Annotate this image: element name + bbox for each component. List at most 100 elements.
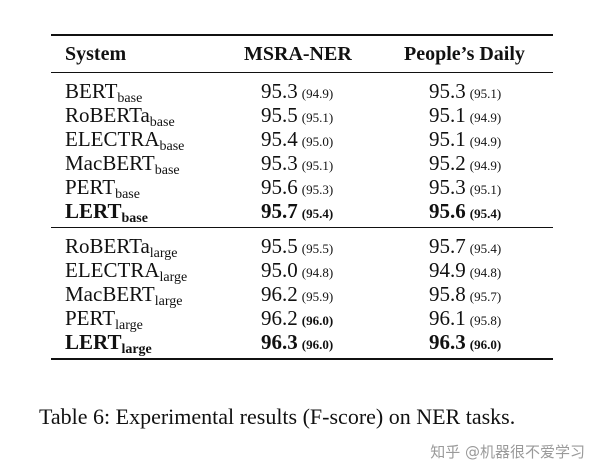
best-score: 95.1 — [429, 103, 466, 127]
model-name: LERT — [65, 199, 122, 223]
best-score: 96.2 — [261, 282, 298, 306]
peoples-daily-score: 95.7 (95.4) — [429, 234, 501, 261]
watermark: 知乎 @机器很不爱学习 — [430, 443, 585, 461]
system-name: LERTbase — [65, 199, 148, 231]
best-score: 96.2 — [261, 306, 298, 330]
average-score: (96.0) — [301, 337, 334, 352]
msra-ner-score: 95.5 (95.1) — [261, 103, 333, 130]
best-score: 95.4 — [261, 127, 298, 151]
system-name: LERTlarge — [65, 330, 152, 362]
average-score: (95.4) — [469, 241, 502, 256]
base-models-group: BERTbase 95.3 (94.9) 95.3 (95.1) RoBERTabase 9… — [51, 73, 553, 227]
table-row: MacBERTlarge 96.2 (95.9) 95.8 (95.7) — [51, 282, 553, 309]
model-size: large — [115, 318, 143, 333]
average-score: (95.5) — [301, 241, 334, 256]
average-score: (95.8) — [469, 313, 502, 328]
best-score: 95.2 — [429, 151, 466, 175]
model-name: ELECTRA — [65, 258, 160, 282]
best-score: 94.9 — [429, 258, 466, 282]
average-score: (94.9) — [469, 134, 502, 149]
best-score: 95.1 — [429, 127, 466, 151]
average-score: (95.1) — [469, 182, 502, 197]
header-peoples-daily: People’s Daily — [404, 43, 525, 65]
header-msra-ner: MSRA-NER — [244, 43, 352, 65]
table-caption: Table 6: Experimental results (F-score) … — [39, 404, 516, 429]
model-size: base — [149, 115, 175, 130]
model-size: base — [121, 211, 148, 226]
average-score: (96.0) — [469, 337, 502, 352]
average-score: (95.4) — [301, 206, 334, 221]
average-score: (96.0) — [301, 313, 334, 328]
model-size: large — [149, 246, 178, 261]
peoples-daily-score: 95.2 (94.9) — [429, 151, 501, 178]
system-name: ELECTRAbase — [65, 127, 184, 159]
msra-ner-score: 96.3 (96.0) — [261, 330, 333, 357]
best-score: 96.3 — [429, 330, 466, 354]
average-score: (94.9) — [301, 86, 334, 101]
table-row: RoBERTabase 95.5 (95.1) 95.1 (94.9) — [51, 103, 553, 130]
best-score: 95.8 — [429, 282, 466, 306]
system-name: MacBERTbase — [65, 151, 180, 183]
results-table: System MSRA-NER People’s Daily BERTbase 9… — [51, 34, 553, 360]
msra-ner-score: 95.7 (95.4) — [261, 199, 333, 226]
best-score: 96.1 — [429, 306, 466, 330]
average-score: (94.9) — [469, 110, 502, 125]
msra-ner-score: 95.6 (95.3) — [261, 175, 333, 202]
average-score: (95.1) — [301, 110, 334, 125]
peoples-daily-score: 95.3 (95.1) — [429, 79, 501, 106]
bottom-rule — [51, 358, 553, 360]
table-row: ELECTRAbase 95.4 (95.0) 95.1 (94.9) — [51, 127, 553, 154]
msra-ner-score: 96.2 (96.0) — [261, 306, 333, 333]
table-row: ELECTRAlarge 95.0 (94.8) 94.9 (94.8) — [51, 258, 553, 285]
model-name: LERT — [65, 330, 122, 354]
msra-ner-score: 95.4 (95.0) — [261, 127, 333, 154]
best-score: 95.3 — [261, 151, 298, 175]
msra-ner-score: 95.0 (94.8) — [261, 258, 333, 285]
best-score: 95.5 — [261, 103, 298, 127]
average-score: (94.8) — [301, 265, 334, 280]
model-size: base — [159, 139, 185, 154]
system-name: ELECTRAlarge — [65, 258, 187, 290]
model-name: PERT — [65, 306, 116, 330]
table-row: LERTlarge 96.3 (96.0) 96.3 (96.0) — [51, 330, 553, 357]
system-name: RoBERTalarge — [65, 234, 178, 266]
large-models-group: RoBERTalarge 95.5 (95.5) 95.7 (95.4) ELECTRAl… — [51, 228, 553, 358]
peoples-daily-score: 95.1 (94.9) — [429, 103, 501, 130]
best-score: 95.7 — [429, 234, 466, 258]
peoples-daily-score: 95.3 (95.1) — [429, 175, 501, 202]
peoples-daily-score: 95.6 (95.4) — [429, 199, 501, 226]
group-divider-rule — [51, 227, 553, 228]
model-name: BERT — [65, 79, 118, 103]
system-name: MacBERTlarge — [65, 282, 182, 314]
table-row: BERTbase 95.3 (94.9) 95.3 (95.1) — [51, 79, 553, 106]
header-system: System — [65, 43, 127, 65]
best-score: 95.6 — [261, 175, 298, 199]
average-score: (94.9) — [469, 158, 502, 173]
table-row: MacBERTbase 95.3 (95.1) 95.2 (94.9) — [51, 151, 553, 178]
average-score: (95.1) — [301, 158, 334, 173]
system-name: BERTbase — [65, 79, 142, 111]
average-score: (95.1) — [469, 86, 502, 101]
model-size: base — [154, 163, 180, 178]
model-name: RoBERTa — [65, 234, 150, 258]
model-name: MacBERT — [65, 151, 155, 175]
peoples-daily-score: 96.3 (96.0) — [429, 330, 501, 357]
model-name: ELECTRA — [65, 127, 160, 151]
average-score: (95.0) — [301, 134, 334, 149]
model-size: large — [121, 342, 152, 357]
system-name: PERTbase — [65, 175, 140, 207]
best-score: 95.6 — [429, 199, 466, 223]
average-score: (95.4) — [469, 206, 502, 221]
average-score: (95.7) — [469, 289, 502, 304]
best-score: 95.3 — [261, 79, 298, 103]
peoples-daily-score: 94.9 (94.8) — [429, 258, 501, 285]
table-row: PERTlarge 96.2 (96.0) 96.1 (95.8) — [51, 306, 553, 333]
model-size: large — [159, 270, 188, 285]
msra-ner-score: 95.5 (95.5) — [261, 234, 333, 261]
msra-ner-score: 95.3 (94.9) — [261, 79, 333, 106]
msra-ner-score: 95.3 (95.1) — [261, 151, 333, 178]
header-rule — [51, 72, 553, 73]
average-score: (94.8) — [469, 265, 502, 280]
msra-ner-score: 96.2 (95.9) — [261, 282, 333, 309]
best-score: 95.5 — [261, 234, 298, 258]
